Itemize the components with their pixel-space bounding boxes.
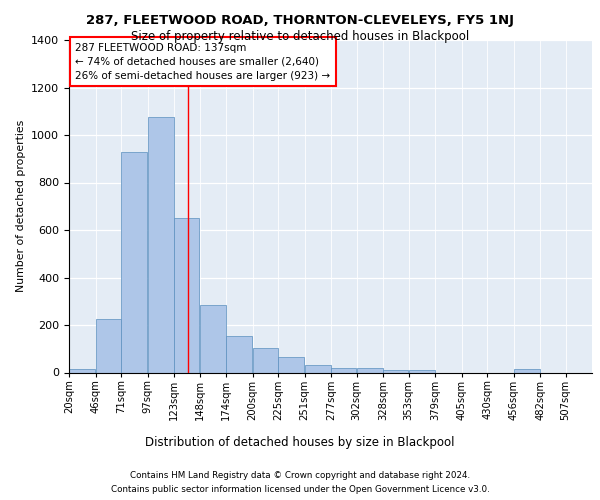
Bar (148, 117, 174, 372)
Bar (253, 348, 278, 372)
Bar (174, 218, 199, 372)
Text: Distribution of detached houses by size in Blackpool: Distribution of detached houses by size … (145, 436, 455, 449)
Text: Contains public sector information licensed under the Open Government Licence v3: Contains public sector information licen… (110, 484, 490, 494)
Bar (121, 152, 148, 372)
Bar (331, 368, 356, 372)
Bar (278, 357, 304, 372)
Bar (96, 319, 121, 372)
Bar (514, 369, 540, 372)
Bar (409, 370, 435, 372)
Text: Contains HM Land Registry data © Crown copyright and database right 2024.: Contains HM Land Registry data © Crown c… (130, 472, 470, 480)
Text: Size of property relative to detached houses in Blackpool: Size of property relative to detached ho… (131, 30, 469, 43)
Bar (383, 370, 409, 372)
Text: 287, FLEETWOOD ROAD, THORNTON-CLEVELEYS, FY5 1NJ: 287, FLEETWOOD ROAD, THORNTON-CLEVELEYS,… (86, 14, 514, 27)
Bar (226, 336, 253, 372)
Bar (357, 368, 383, 372)
Bar (69, 369, 95, 372)
Text: 287 FLEETWOOD ROAD: 137sqm
← 74% of detached houses are smaller (2,640)
26% of s: 287 FLEETWOOD ROAD: 137sqm ← 74% of deta… (75, 42, 331, 80)
Bar (305, 365, 331, 372)
Bar (200, 305, 226, 372)
Y-axis label: Number of detached properties: Number of detached properties (16, 120, 26, 292)
